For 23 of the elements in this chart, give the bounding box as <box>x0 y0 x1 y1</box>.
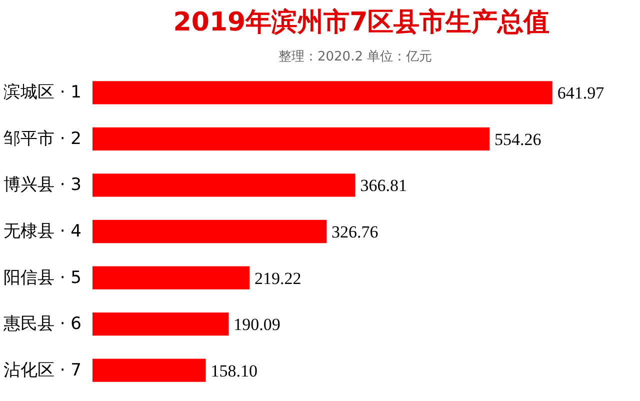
bar <box>92 81 552 104</box>
data-label: 158.10 <box>210 361 258 380</box>
data-label: 219.22 <box>254 268 302 288</box>
bar <box>92 266 250 290</box>
chart-subtitle: 整理：2020.2 单位：亿元 <box>278 50 432 64</box>
y-tick-label: 滨城区 · 1 <box>3 82 82 103</box>
bar <box>92 174 356 197</box>
bar <box>92 220 327 244</box>
data-label: 641.97 <box>557 84 605 103</box>
data-label: 554.26 <box>494 130 542 149</box>
y-tick-label: 邹平市 · 2 <box>3 128 82 149</box>
data-label: 366.81 <box>360 176 407 196</box>
y-tick-label: 沾化区 · 7 <box>3 360 82 380</box>
y-tick-label: 阳信县 · 5 <box>3 268 82 288</box>
bar <box>92 312 229 336</box>
data-label: 326.76 <box>332 222 378 242</box>
data-label: 190.09 <box>234 315 280 334</box>
chart-title: 2019年滨州市7区县市生产总值 <box>173 8 550 38</box>
bar <box>92 358 206 382</box>
y-tick-label: 博兴县 · 3 <box>3 175 82 196</box>
bar <box>92 127 490 150</box>
y-tick-label: 惠民县 · 6 <box>2 314 82 334</box>
y-tick-label: 无棣县 · 4 <box>3 222 82 242</box>
